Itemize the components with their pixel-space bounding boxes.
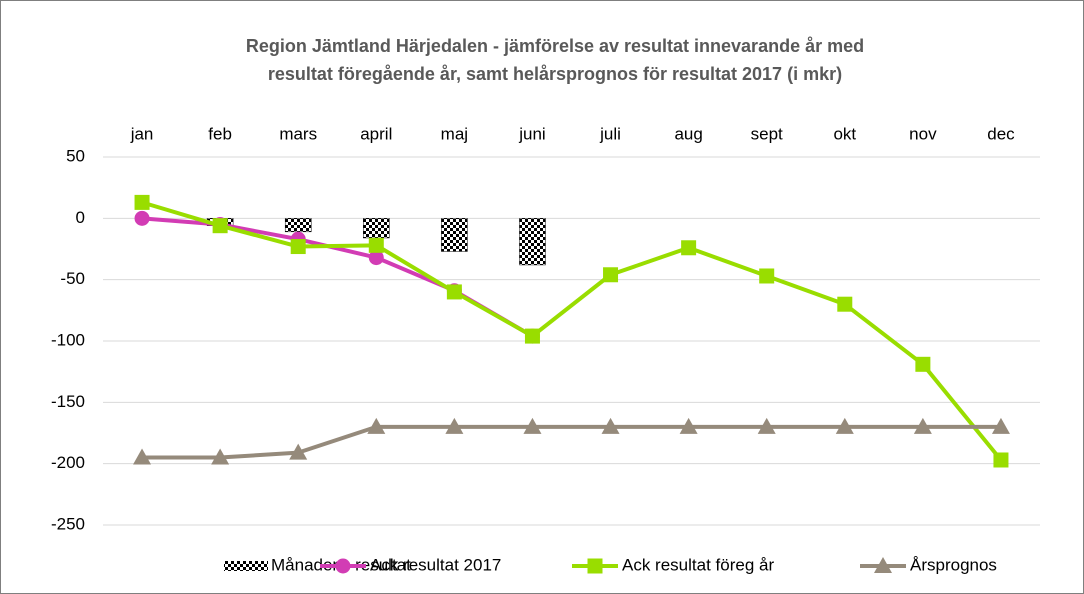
x-tick-label: aug [674,124,702,143]
legend-label: Årsprognos [910,555,997,574]
y-tick-label: -150 [51,392,85,411]
legend-marker [335,558,351,574]
x-tick-label: mars [279,124,317,143]
point-marker [524,328,540,344]
x-tick-label: juli [599,124,621,143]
y-tick-label: -200 [51,453,85,472]
point-marker [134,210,150,226]
bar [441,218,468,252]
point-marker [289,443,308,460]
point-marker [913,417,932,434]
x-tick-label: maj [441,124,468,143]
x-tick-label: dec [987,124,1015,143]
bar [284,218,312,233]
y-tick-label: -50 [60,269,85,288]
legend-marker [587,558,603,574]
x-tick-label: nov [909,124,937,143]
series-line [142,424,1001,460]
point-marker [446,284,462,300]
point-marker [603,267,619,283]
x-tick-label: sept [751,124,783,143]
y-tick-label: 0 [76,208,85,227]
y-tick-label: 50 [66,146,85,165]
x-tick-label: jan [130,124,154,143]
legend-label: Ack resultat föreg år [622,555,774,574]
point-marker [915,356,931,372]
series-line [141,200,1003,462]
x-tick-label: april [360,124,392,143]
point-marker [759,268,775,284]
y-tick-label: -250 [51,514,85,533]
legend-marker [874,557,892,573]
point-marker [367,417,386,434]
point-marker [757,417,776,434]
point-marker [681,240,697,256]
chart-title: Region Jämtland Härjedalen - jämförelse … [246,36,864,56]
point-marker [993,452,1009,468]
point-marker [212,218,228,234]
point-marker [133,448,152,465]
bar [519,218,546,266]
point-marker [134,194,150,210]
point-marker [523,417,542,434]
point-marker [679,417,698,434]
point-marker [837,296,853,312]
point-marker [368,250,384,266]
y-tick-label: -100 [51,330,85,349]
x-tick-label: juni [518,124,545,143]
x-tick-label: feb [208,124,232,143]
bar [363,218,390,239]
point-marker [601,417,620,434]
legend-label: Ack resultat 2017 [370,555,501,574]
point-marker [991,417,1010,434]
point-marker [211,448,230,465]
chart-title: resultat föregående år, samt helårsprogn… [268,64,842,84]
legend-swatch [224,561,268,571]
x-tick-label: okt [833,124,856,143]
point-marker [290,239,306,255]
point-marker [368,237,384,253]
point-marker [445,417,464,434]
point-marker [835,417,854,434]
